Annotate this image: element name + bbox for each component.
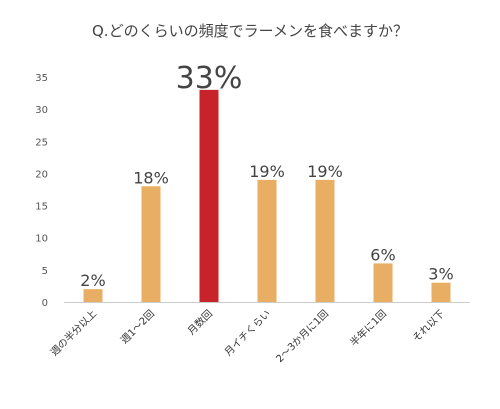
y-tick-label: 25 <box>35 137 48 148</box>
data-label: 2% <box>80 271 105 290</box>
chart-title: Q.どのくらいの頻度でラーメンを食べますか？ <box>92 22 408 40</box>
data-label: 19% <box>249 162 285 181</box>
x-tick-label: 週1～2回 <box>118 308 157 347</box>
y-tick-label: 30 <box>35 105 48 116</box>
data-label: 3% <box>428 265 453 284</box>
y-tick-label: 35 <box>35 73 48 84</box>
y-axis: 0 5 10 15 20 25 30 35 <box>35 73 48 309</box>
x-tick-label: 月イチくらい <box>222 308 273 359</box>
y-tick-label: 10 <box>35 234 48 245</box>
y-tick-label: 20 <box>35 169 48 180</box>
data-label: 6% <box>370 245 395 264</box>
x-tick-label: それ以下 <box>410 308 447 345</box>
y-tick-label: 0 <box>42 298 48 309</box>
x-axis: 週の半分以上 週1～2回 月数回 月イチくらい 2～3か月に1回 半年に1回 それ以下 <box>48 302 470 365</box>
data-label: 18% <box>133 168 169 187</box>
bar <box>141 186 161 302</box>
bar <box>83 289 103 302</box>
y-tick-label: 15 <box>35 202 48 213</box>
bar <box>431 282 451 302</box>
bar <box>199 89 219 302</box>
bar <box>373 263 393 302</box>
bars <box>83 89 451 302</box>
x-tick-label: 週の半分以上 <box>48 307 100 359</box>
data-label: 19% <box>307 162 343 181</box>
bar <box>257 179 277 302</box>
y-tick-label: 5 <box>42 266 48 277</box>
x-tick-label: 月数回 <box>185 307 215 337</box>
data-label: 33% <box>176 61 243 96</box>
x-tick-label: 2～3か月に1回 <box>274 308 331 365</box>
data-labels: 2% 18% 33% 19% 19% 6% 3% <box>80 61 453 290</box>
x-tick-label: 半年に1回 <box>347 307 389 349</box>
bar <box>315 179 335 302</box>
